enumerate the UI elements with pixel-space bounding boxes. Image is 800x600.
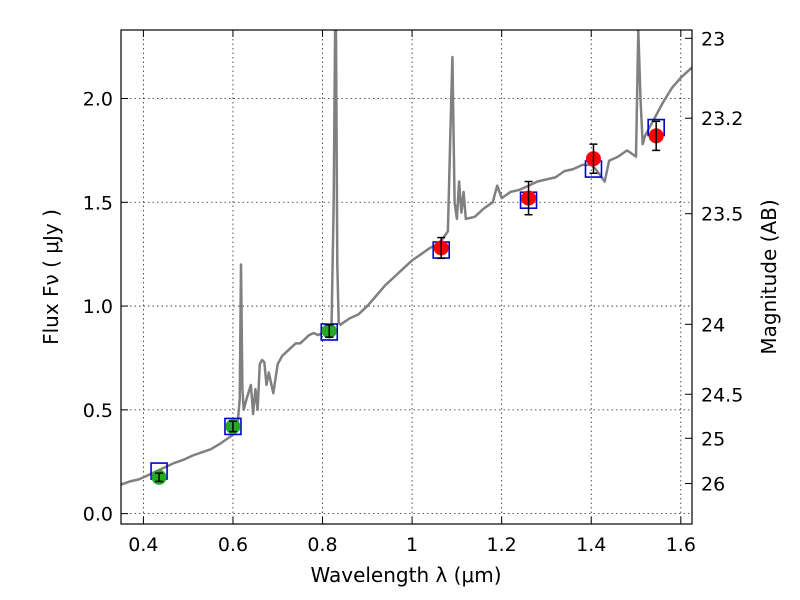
y-tick-label: 2.0 <box>83 88 113 110</box>
y-tick-label: 0.5 <box>83 400 113 422</box>
y-tick-label: 1.0 <box>83 296 113 318</box>
y2-tick-label: 25 <box>701 428 725 450</box>
x-tick-label: 0.8 <box>307 534 337 556</box>
plot-frame <box>120 29 693 525</box>
x-tick-label: 0.4 <box>128 534 158 556</box>
x-tick-label: 0.6 <box>218 534 248 556</box>
x-tick-label: 1.6 <box>666 534 696 556</box>
x-tick-label: 1 <box>406 534 418 556</box>
marker-layer <box>150 118 665 485</box>
y2-tick-label: 23.5 <box>701 204 743 226</box>
x-tick-label: 1.4 <box>576 534 606 556</box>
y-tick-label: 0.0 <box>83 504 113 526</box>
x-tick-label: 1.2 <box>487 534 517 556</box>
y-axis-label: Flux Fν ( μJy ) <box>39 209 63 345</box>
y2-tick-label: 26 <box>701 474 725 496</box>
y2-tick-label: 23.2 <box>701 108 743 130</box>
y2-tick-label: 24.5 <box>701 384 743 406</box>
y2-axis-label: Magnitude (AB) <box>757 199 781 354</box>
tick-layer: 0.4 0.6 0.8 1 1.2 1.4 1.6 0.0 0.5 1.0 1.5 2.0 23 23.2… <box>83 28 744 556</box>
model-photometry-square <box>224 417 242 436</box>
y2-tick-label: 24 <box>701 314 725 336</box>
y2-tick-label: 23 <box>701 28 725 50</box>
grid-layer <box>121 30 692 524</box>
y-tick-label: 1.5 <box>83 192 113 214</box>
x-axis-label: Wavelength λ (μm) <box>310 563 501 587</box>
